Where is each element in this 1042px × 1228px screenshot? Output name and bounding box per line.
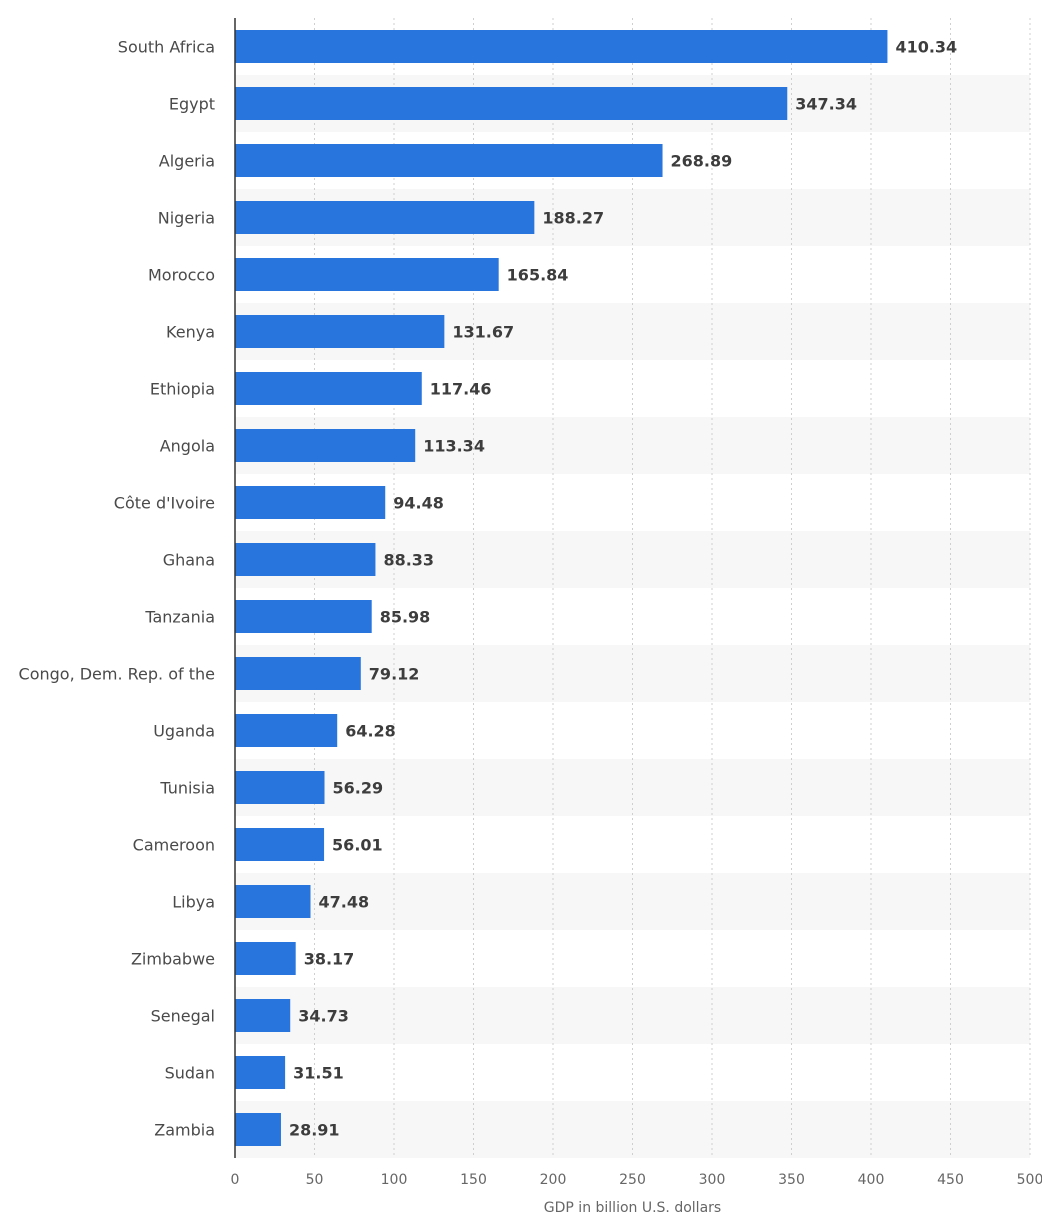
bar[interactable]	[235, 486, 386, 519]
bar[interactable]	[235, 429, 416, 462]
value-labels: 410.34 347.34 268.89 188.27 165.84 131.67 117.…	[289, 38, 957, 1140]
value-label: 88.33	[383, 551, 434, 570]
value-label: 47.48	[318, 893, 369, 912]
value-label: 85.98	[380, 608, 431, 627]
x-tick-label: 400	[858, 1172, 885, 1188]
bar[interactable]	[235, 315, 445, 348]
category-label: Côte d'Ivoire	[114, 494, 215, 513]
bar[interactable]	[235, 885, 311, 918]
value-label: 79.12	[369, 665, 420, 684]
row-band	[235, 987, 1030, 1044]
bar[interactable]	[235, 372, 422, 405]
category-label: South Africa	[118, 38, 215, 57]
category-label: Cameroon	[133, 836, 215, 855]
category-label: Morocco	[148, 266, 215, 285]
value-label: 268.89	[671, 152, 733, 171]
value-label: 56.01	[332, 836, 383, 855]
value-label: 165.84	[507, 266, 569, 285]
value-label: 34.73	[298, 1007, 349, 1026]
category-label: Ethiopia	[150, 380, 215, 399]
bar[interactable]	[235, 657, 361, 690]
bar[interactable]	[235, 942, 296, 975]
bar[interactable]	[235, 600, 372, 633]
value-label: 28.91	[289, 1121, 340, 1140]
category-label: Congo, Dem. Rep. of the	[19, 665, 215, 684]
category-label: Egypt	[169, 95, 215, 114]
category-label: Uganda	[153, 722, 215, 741]
x-tick-label: 350	[778, 1172, 805, 1188]
category-label: Senegal	[151, 1007, 215, 1026]
category-labels: South Africa Egypt Algeria Nigeria Morocco Ke…	[19, 38, 215, 1140]
bar[interactable]	[235, 1113, 281, 1146]
category-label: Nigeria	[158, 209, 215, 228]
x-tick-label: 250	[619, 1172, 646, 1188]
value-label: 56.29	[333, 779, 384, 798]
x-tick-label: 50	[306, 1172, 324, 1188]
bar[interactable]	[235, 201, 535, 234]
category-label: Ghana	[163, 551, 215, 570]
value-label: 347.34	[795, 95, 857, 114]
bar[interactable]	[235, 714, 338, 747]
category-label: Tunisia	[159, 779, 215, 798]
value-label: 410.34	[895, 38, 957, 57]
value-label: 38.17	[304, 950, 355, 969]
value-label: 131.67	[452, 323, 514, 342]
value-label: 188.27	[542, 209, 604, 228]
x-tick-label: 450	[937, 1172, 964, 1188]
bar[interactable]	[235, 999, 291, 1032]
category-label: Sudan	[165, 1064, 215, 1083]
bar[interactable]	[235, 30, 888, 63]
bar[interactable]	[235, 771, 325, 804]
x-tick-label: 150	[460, 1172, 487, 1188]
x-tick-label: 200	[540, 1172, 567, 1188]
bar[interactable]	[235, 258, 499, 291]
value-label: 31.51	[293, 1064, 344, 1083]
category-label: Algeria	[159, 152, 215, 171]
value-label: 113.34	[423, 437, 485, 456]
x-tick-label: 300	[699, 1172, 726, 1188]
category-label: Zimbabwe	[131, 950, 215, 969]
category-label: Kenya	[166, 323, 215, 342]
bar[interactable]	[235, 1056, 286, 1089]
value-label: 117.46	[430, 380, 492, 399]
bar[interactable]	[235, 87, 788, 120]
x-tick-label: 100	[381, 1172, 408, 1188]
x-axis-title: GDP in billion U.S. dollars	[544, 1200, 721, 1216]
x-tick-label: 500	[1017, 1172, 1042, 1188]
value-label: 94.48	[393, 494, 444, 513]
row-band	[235, 873, 1030, 930]
category-label: Zambia	[154, 1121, 215, 1140]
x-tick-label: 0	[231, 1172, 240, 1188]
bars	[235, 30, 888, 1146]
bar[interactable]	[235, 543, 376, 576]
bar[interactable]	[235, 828, 325, 861]
value-label: 64.28	[345, 722, 396, 741]
category-label: Tanzania	[144, 608, 215, 627]
bar[interactable]	[235, 144, 663, 177]
category-label: Libya	[172, 893, 215, 912]
category-label: Angola	[160, 437, 215, 456]
x-axis-ticks: 0 50 100 150 200 250 300 350 400 450 500	[231, 1172, 1042, 1188]
